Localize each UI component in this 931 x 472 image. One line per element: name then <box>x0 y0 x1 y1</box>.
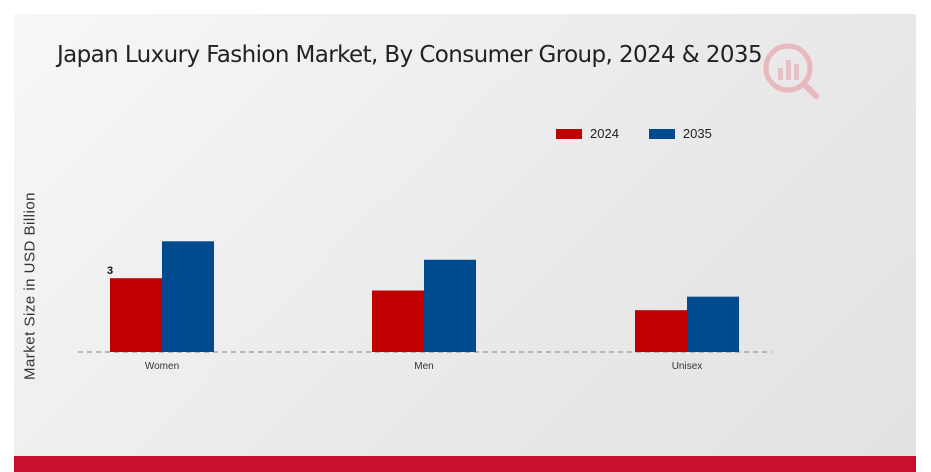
bar-unisex-2035 <box>687 296 739 352</box>
legend-item-2035: 2035 <box>648 126 712 141</box>
watermark-logo-icon <box>763 43 819 99</box>
footer-accent-bar <box>14 456 916 472</box>
chart-title: Japan Luxury Fashion Market, By Consumer… <box>57 42 763 68</box>
legend-label-2035: 2035 <box>682 126 712 141</box>
bar-men-2024 <box>372 290 424 352</box>
chart-panel <box>14 14 916 456</box>
x-tick-label-women: Women <box>145 361 179 372</box>
bar-unisex-2024 <box>635 310 687 352</box>
bar-women-2024 <box>110 278 162 352</box>
legend-label-2024: 2024 <box>590 126 619 141</box>
legend-item-2024: 2024 <box>556 126 619 141</box>
data-label-women-2024: 3 <box>107 265 113 277</box>
legend-swatch-2024 <box>556 128 582 139</box>
x-tick-label-men: Men <box>414 361 433 372</box>
bar-women-2035 <box>162 241 214 352</box>
bar-men-2035 <box>424 259 476 352</box>
legend: 2024 2035 <box>556 126 742 141</box>
legend-swatch-2035 <box>648 128 675 139</box>
x-tick-label-unisex: Unisex <box>672 361 703 372</box>
